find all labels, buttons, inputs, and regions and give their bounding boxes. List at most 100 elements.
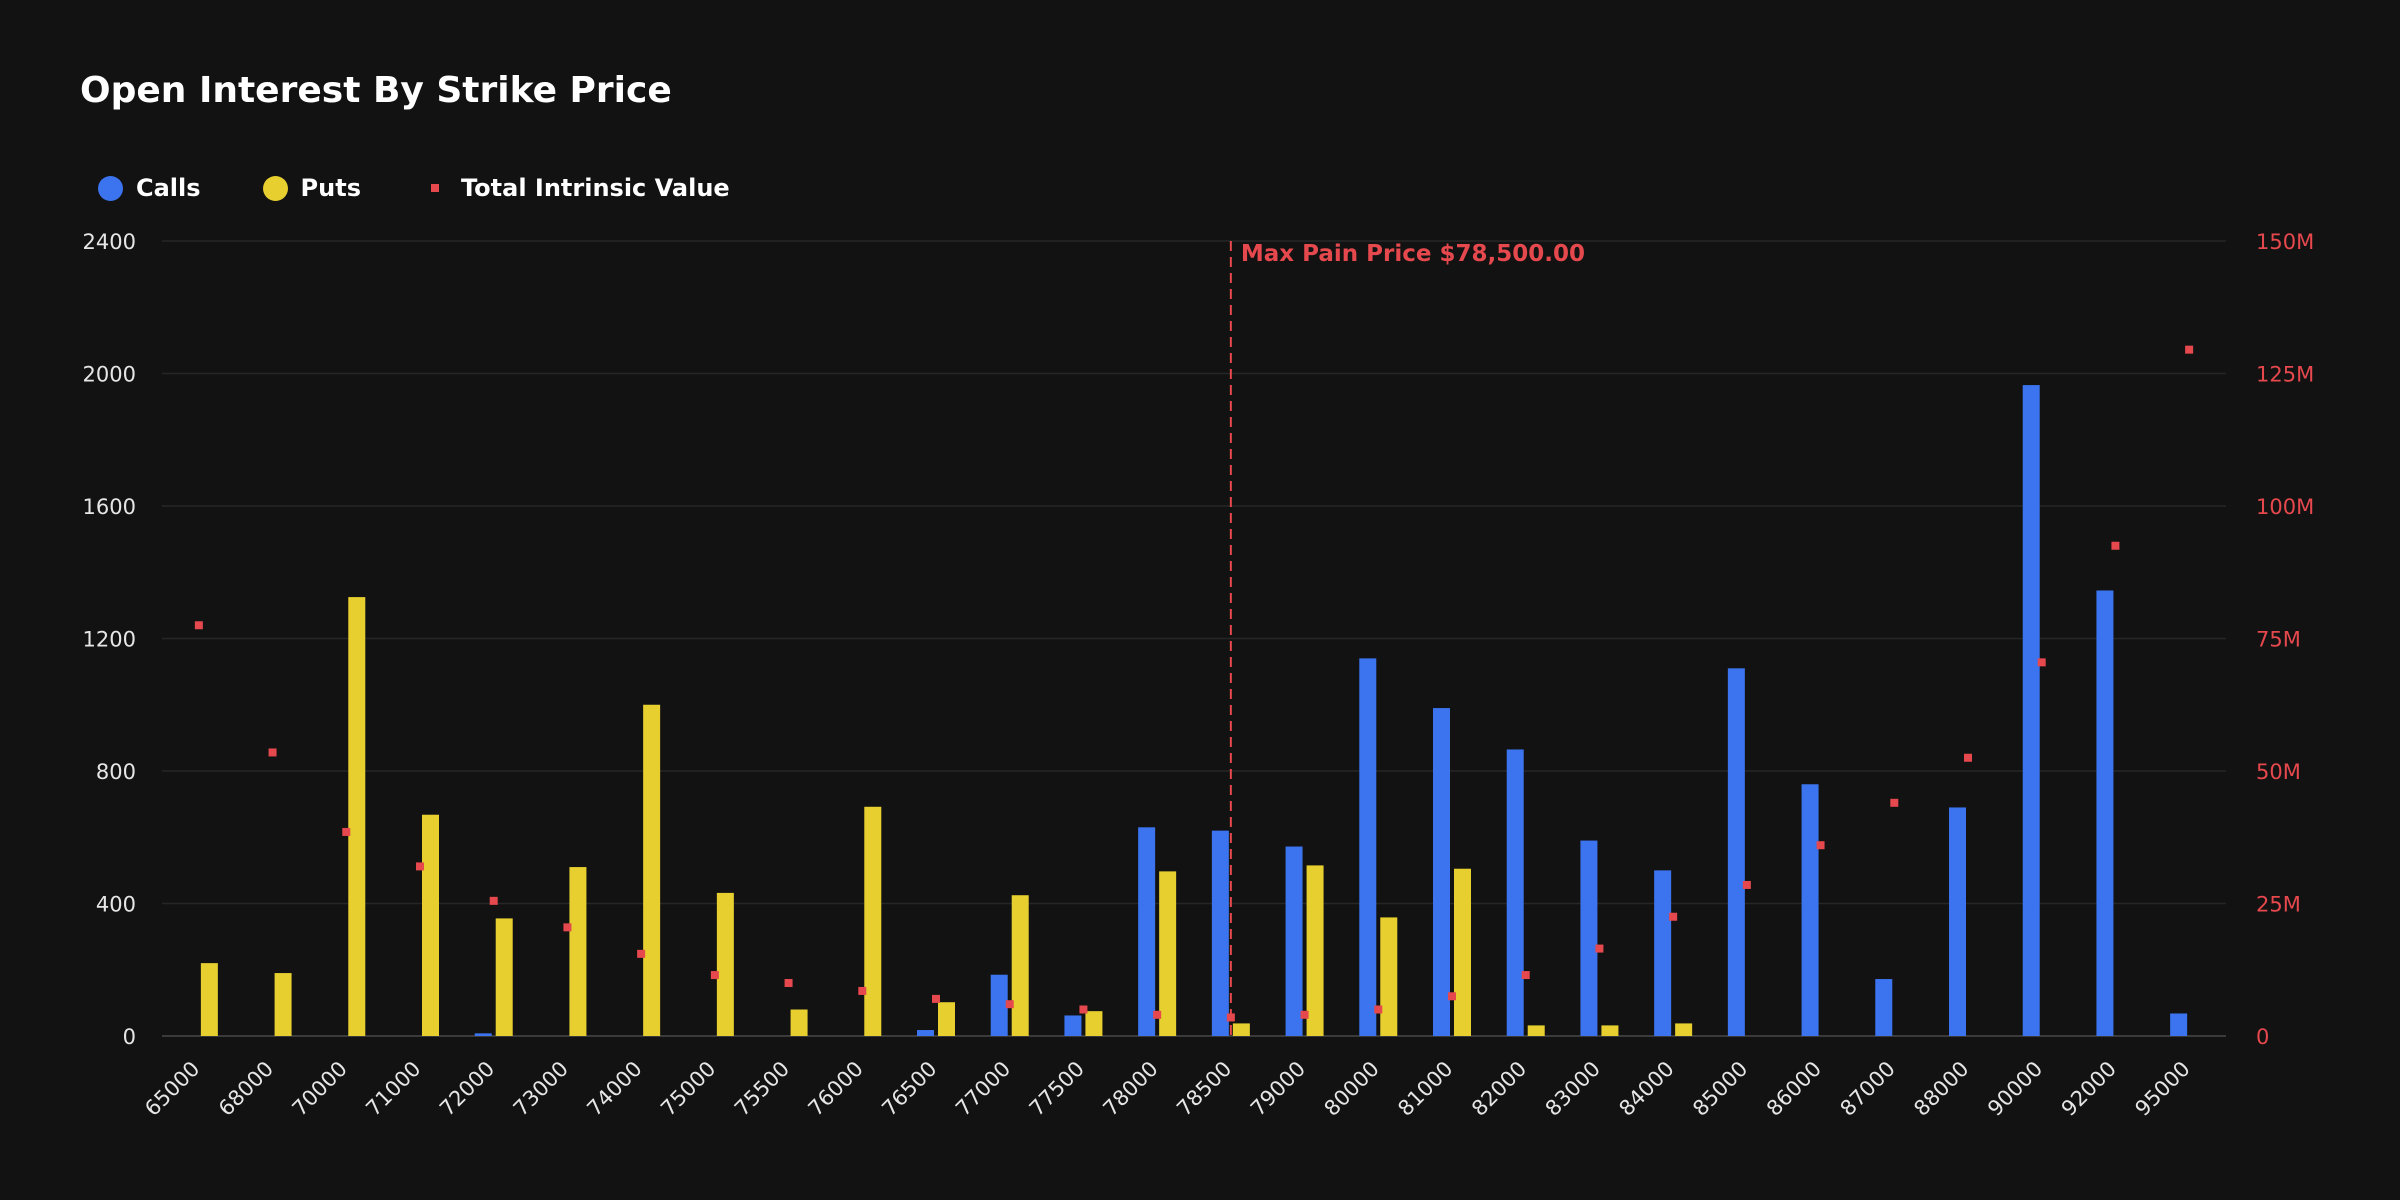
x-tick-label: 95000 (2130, 1057, 2194, 1121)
x-tick-label: 78500 (1172, 1057, 1236, 1121)
intrinsic-point (2037, 658, 2046, 667)
calls-bar (2022, 385, 2040, 1036)
intrinsic-point (637, 949, 646, 958)
x-tick-label: 81000 (1393, 1057, 1457, 1121)
calls-bar (1654, 870, 1672, 1036)
x-tick-label: 76500 (877, 1057, 941, 1121)
intrinsic-point (2185, 345, 2194, 354)
intrinsic-point (416, 862, 424, 871)
legend-item-intrinsic[interactable]: Total Intrinsic Value (423, 174, 730, 202)
intrinsic-point (342, 827, 351, 836)
puts-bar (1675, 1023, 1693, 1036)
calls-bar (1875, 979, 1893, 1036)
intrinsic-point (1448, 992, 1456, 1001)
x-tick-label: 73000 (509, 1057, 573, 1121)
x-tick-label: 77000 (951, 1057, 1015, 1121)
x-tick-label: 84000 (1614, 1057, 1678, 1121)
x-tick-label: 86000 (1762, 1057, 1826, 1121)
y-right-tick-label: 100M (2256, 495, 2314, 519)
x-tick-label: 68000 (214, 1057, 278, 1121)
x-tick-label: 79000 (1246, 1057, 1310, 1121)
intrinsic-square-icon (430, 184, 439, 192)
x-tick-label: 76000 (804, 1057, 868, 1121)
intrinsic-point (563, 923, 572, 932)
calls-bar (1506, 749, 1524, 1036)
puts-bar (1454, 868, 1471, 1036)
y-left-tick-label: 400 (96, 893, 136, 917)
intrinsic-point (1964, 753, 1972, 762)
x-tick-label: 82000 (1467, 1057, 1531, 1121)
intrinsic-point (268, 748, 277, 757)
puts-bar (274, 973, 292, 1036)
x-tick-label: 77500 (1025, 1057, 1089, 1121)
y-left-tick-label: 2400 (83, 230, 136, 254)
x-tick-label: 83000 (1541, 1057, 1605, 1121)
intrinsic-point (489, 896, 498, 905)
y-right-tick-label: 125M (2256, 363, 2314, 387)
y-right-tick-label: 75M (2256, 628, 2301, 652)
intrinsic-point (932, 994, 940, 1003)
puts-bar (1380, 917, 1398, 1036)
legend-item-calls[interactable]: Calls (98, 174, 201, 202)
intrinsic-point (1521, 971, 1530, 980)
calls-bar (1727, 668, 1745, 1036)
intrinsic-point (1816, 841, 1825, 850)
legend-label-calls: Calls (136, 174, 201, 202)
calls-bar (1138, 827, 1156, 1036)
max-pain-label: Max Pain Price $78,500.00 (1241, 241, 1585, 267)
calls-circle-icon (98, 175, 123, 201)
x-tick-label: 75000 (656, 1057, 720, 1121)
y-left-tick-label: 0 (123, 1025, 136, 1049)
intrinsic-point (1226, 1013, 1235, 1022)
puts-bar (1085, 1011, 1103, 1036)
intrinsic-point (1742, 880, 1751, 889)
puts-bar (422, 814, 439, 1036)
puts-bar (790, 1009, 808, 1036)
x-tick-label: 70000 (288, 1057, 352, 1121)
calls-bar (990, 974, 1008, 1036)
puts-bar (1159, 871, 1177, 1036)
y-right-tick-label: 150M (2256, 230, 2314, 254)
intrinsic-point (1300, 1010, 1309, 1019)
puts-bar (1306, 865, 1324, 1036)
x-tick-label: 87000 (1836, 1057, 1900, 1121)
calls-bar (1801, 784, 1819, 1036)
intrinsic-point (784, 979, 793, 987)
puts-bar (1232, 1023, 1250, 1036)
x-tick-label: 75500 (730, 1057, 794, 1121)
x-tick-label: 92000 (2057, 1057, 2121, 1121)
legend-label-puts: Puts (300, 174, 361, 202)
x-tick-label: 80000 (1320, 1057, 1384, 1121)
intrinsic-point (1005, 1000, 1014, 1009)
y-left-tick-label: 2000 (83, 363, 136, 387)
x-tick-label: 90000 (1983, 1057, 2047, 1121)
x-tick-label: 71000 (361, 1057, 425, 1121)
y-left-tick-label: 800 (96, 760, 136, 784)
chart-title: Open Interest By Strike Price (80, 70, 672, 111)
calls-bar (2170, 1013, 2188, 1036)
intrinsic-point (1890, 798, 1899, 807)
y-left-tick-label: 1600 (83, 495, 136, 519)
puts-bar (495, 918, 513, 1036)
calls-bar (917, 1030, 934, 1036)
legend-item-puts[interactable]: Puts (262, 174, 361, 202)
intrinsic-point (1374, 1005, 1383, 1014)
y-right-tick-label: 0 (2256, 1025, 2269, 1049)
x-tick-label: 88000 (1909, 1057, 1973, 1121)
puts-bar (716, 892, 734, 1036)
puts-bar (1527, 1025, 1545, 1036)
calls-bar (1359, 658, 1377, 1036)
puts-bar (864, 806, 882, 1036)
x-tick-label: 72000 (435, 1057, 499, 1121)
intrinsic-point (1153, 1010, 1162, 1019)
puts-bar (348, 597, 366, 1036)
legend-label-intrinsic: Total Intrinsic Value (460, 174, 730, 202)
intrinsic-point (2111, 541, 2120, 550)
intrinsic-point (858, 986, 867, 995)
calls-bar (474, 1033, 492, 1036)
puts-bar (643, 704, 661, 1036)
puts-bar (938, 1002, 955, 1036)
x-tick-label: 74000 (582, 1057, 646, 1121)
puts-bar (1601, 1025, 1619, 1036)
